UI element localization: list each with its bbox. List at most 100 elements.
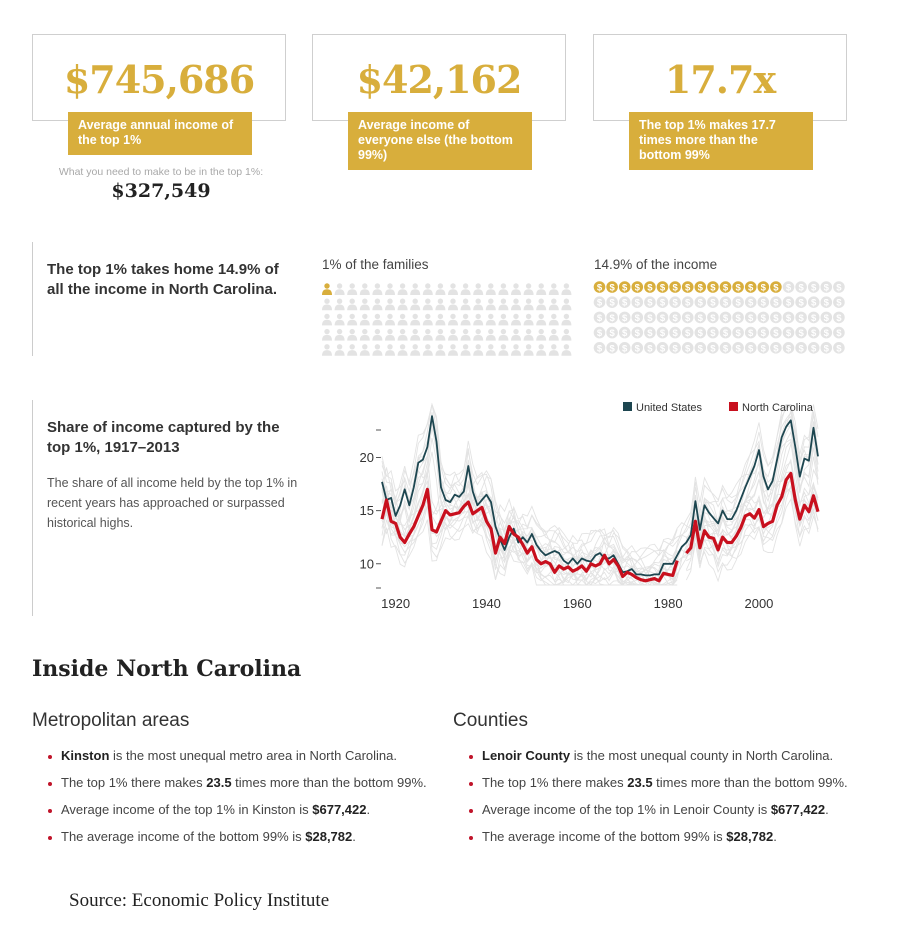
coin-icon: $ [732, 296, 744, 309]
coin-icon: $ [820, 342, 833, 354]
family-icon [561, 313, 572, 326]
coin-icon: $ [782, 311, 795, 324]
coin-icon: $ [593, 311, 606, 324]
svg-text:$: $ [735, 328, 741, 339]
coin-icon: $ [669, 342, 681, 354]
coin-icon: $ [681, 311, 694, 324]
svg-text:$: $ [786, 298, 792, 309]
list-item: Lenoir County is the most unequal county… [453, 746, 853, 766]
coin-icon: $ [593, 296, 606, 309]
coin-icon: $ [807, 311, 820, 324]
family-icon [422, 328, 433, 341]
family-icon [397, 344, 408, 356]
svg-text:$: $ [635, 343, 641, 354]
threshold-value: $327,549 [111, 180, 211, 202]
coin-icon: $ [833, 311, 845, 324]
coin-icon: $ [707, 342, 719, 354]
coin-icon: $ [807, 281, 820, 294]
coin-icon: $ [631, 311, 644, 324]
coin-icon-filled: $ [681, 281, 694, 294]
family-icon [511, 328, 521, 341]
svg-text:$: $ [647, 343, 653, 354]
svg-text:$: $ [710, 328, 716, 339]
list-item: Average income of the top 1% in Kinston … [32, 800, 432, 820]
coin-icon: $ [757, 326, 770, 339]
family-icon [410, 283, 421, 295]
svg-text:$: $ [698, 313, 704, 324]
svg-text:$: $ [622, 298, 628, 309]
svg-text:$: $ [786, 328, 792, 339]
svg-text:$: $ [597, 283, 603, 294]
svg-text:$: $ [647, 313, 653, 324]
family-icon [485, 313, 496, 326]
family-icon [548, 313, 559, 326]
family-icon [334, 298, 345, 311]
family-icon [460, 313, 471, 326]
family-icon [460, 298, 471, 311]
family-icon [334, 344, 345, 356]
family-icon [359, 328, 370, 341]
family-icon [397, 283, 408, 295]
family-icon [372, 298, 383, 311]
svg-text:$: $ [824, 283, 830, 294]
family-icon [548, 283, 559, 295]
svg-text:$: $ [647, 283, 653, 294]
legend-label: United States [636, 402, 703, 414]
svg-text:$: $ [786, 283, 792, 294]
family-icon [410, 313, 421, 326]
family-icon [435, 344, 446, 356]
family-icon [460, 283, 471, 295]
coin-icon: $ [757, 296, 770, 309]
svg-text:$: $ [836, 343, 842, 354]
coin-icon: $ [669, 311, 681, 324]
family-icon [422, 283, 433, 295]
coin-icon: $ [770, 296, 782, 309]
svg-text:$: $ [609, 283, 615, 294]
svg-text:$: $ [811, 328, 817, 339]
coin-icon-filled: $ [707, 281, 719, 294]
family-icon [536, 328, 547, 341]
families-pictogram [322, 283, 572, 356]
svg-text:$: $ [710, 283, 716, 294]
coin-icon: $ [606, 311, 618, 324]
family-icon [485, 283, 496, 295]
family-icon [435, 328, 446, 341]
family-icon [473, 344, 484, 356]
svg-text:$: $ [698, 343, 704, 354]
source-note: Source: Economic Policy Institute [69, 890, 330, 911]
svg-text:$: $ [811, 343, 817, 354]
coin-icon: $ [656, 311, 669, 324]
svg-text:$: $ [748, 298, 754, 309]
svg-text:$: $ [761, 343, 767, 354]
svg-text:$: $ [710, 343, 716, 354]
svg-text:$: $ [609, 328, 615, 339]
coin-icon: $ [644, 342, 656, 354]
coin-icon: $ [807, 342, 820, 354]
coin-icon-filled: $ [770, 281, 782, 294]
svg-text:$: $ [811, 298, 817, 309]
coin-icon-filled: $ [606, 281, 618, 294]
coin-icon: $ [694, 296, 707, 309]
coin-icon: $ [732, 311, 744, 324]
coin-icon: $ [669, 296, 681, 309]
coin-icon-filled: $ [631, 281, 644, 294]
coin-icon: $ [694, 342, 707, 354]
family-icon [498, 313, 509, 326]
svg-text:$: $ [609, 343, 615, 354]
svg-text:$: $ [773, 343, 779, 354]
family-icon [385, 283, 395, 295]
svg-text:$: $ [824, 313, 830, 324]
svg-text:$: $ [836, 283, 842, 294]
svg-text:$: $ [597, 313, 603, 324]
svg-text:$: $ [622, 283, 628, 294]
svg-text:$: $ [622, 313, 628, 324]
coin-icon: $ [644, 326, 656, 339]
coin-icon: $ [782, 281, 795, 294]
coin-icon: $ [782, 296, 795, 309]
svg-text:$: $ [836, 298, 842, 309]
svg-text:$: $ [735, 298, 741, 309]
family-icon [536, 298, 547, 311]
svg-text:$: $ [597, 298, 603, 309]
state-line [381, 403, 819, 586]
svg-text:$: $ [798, 328, 804, 339]
